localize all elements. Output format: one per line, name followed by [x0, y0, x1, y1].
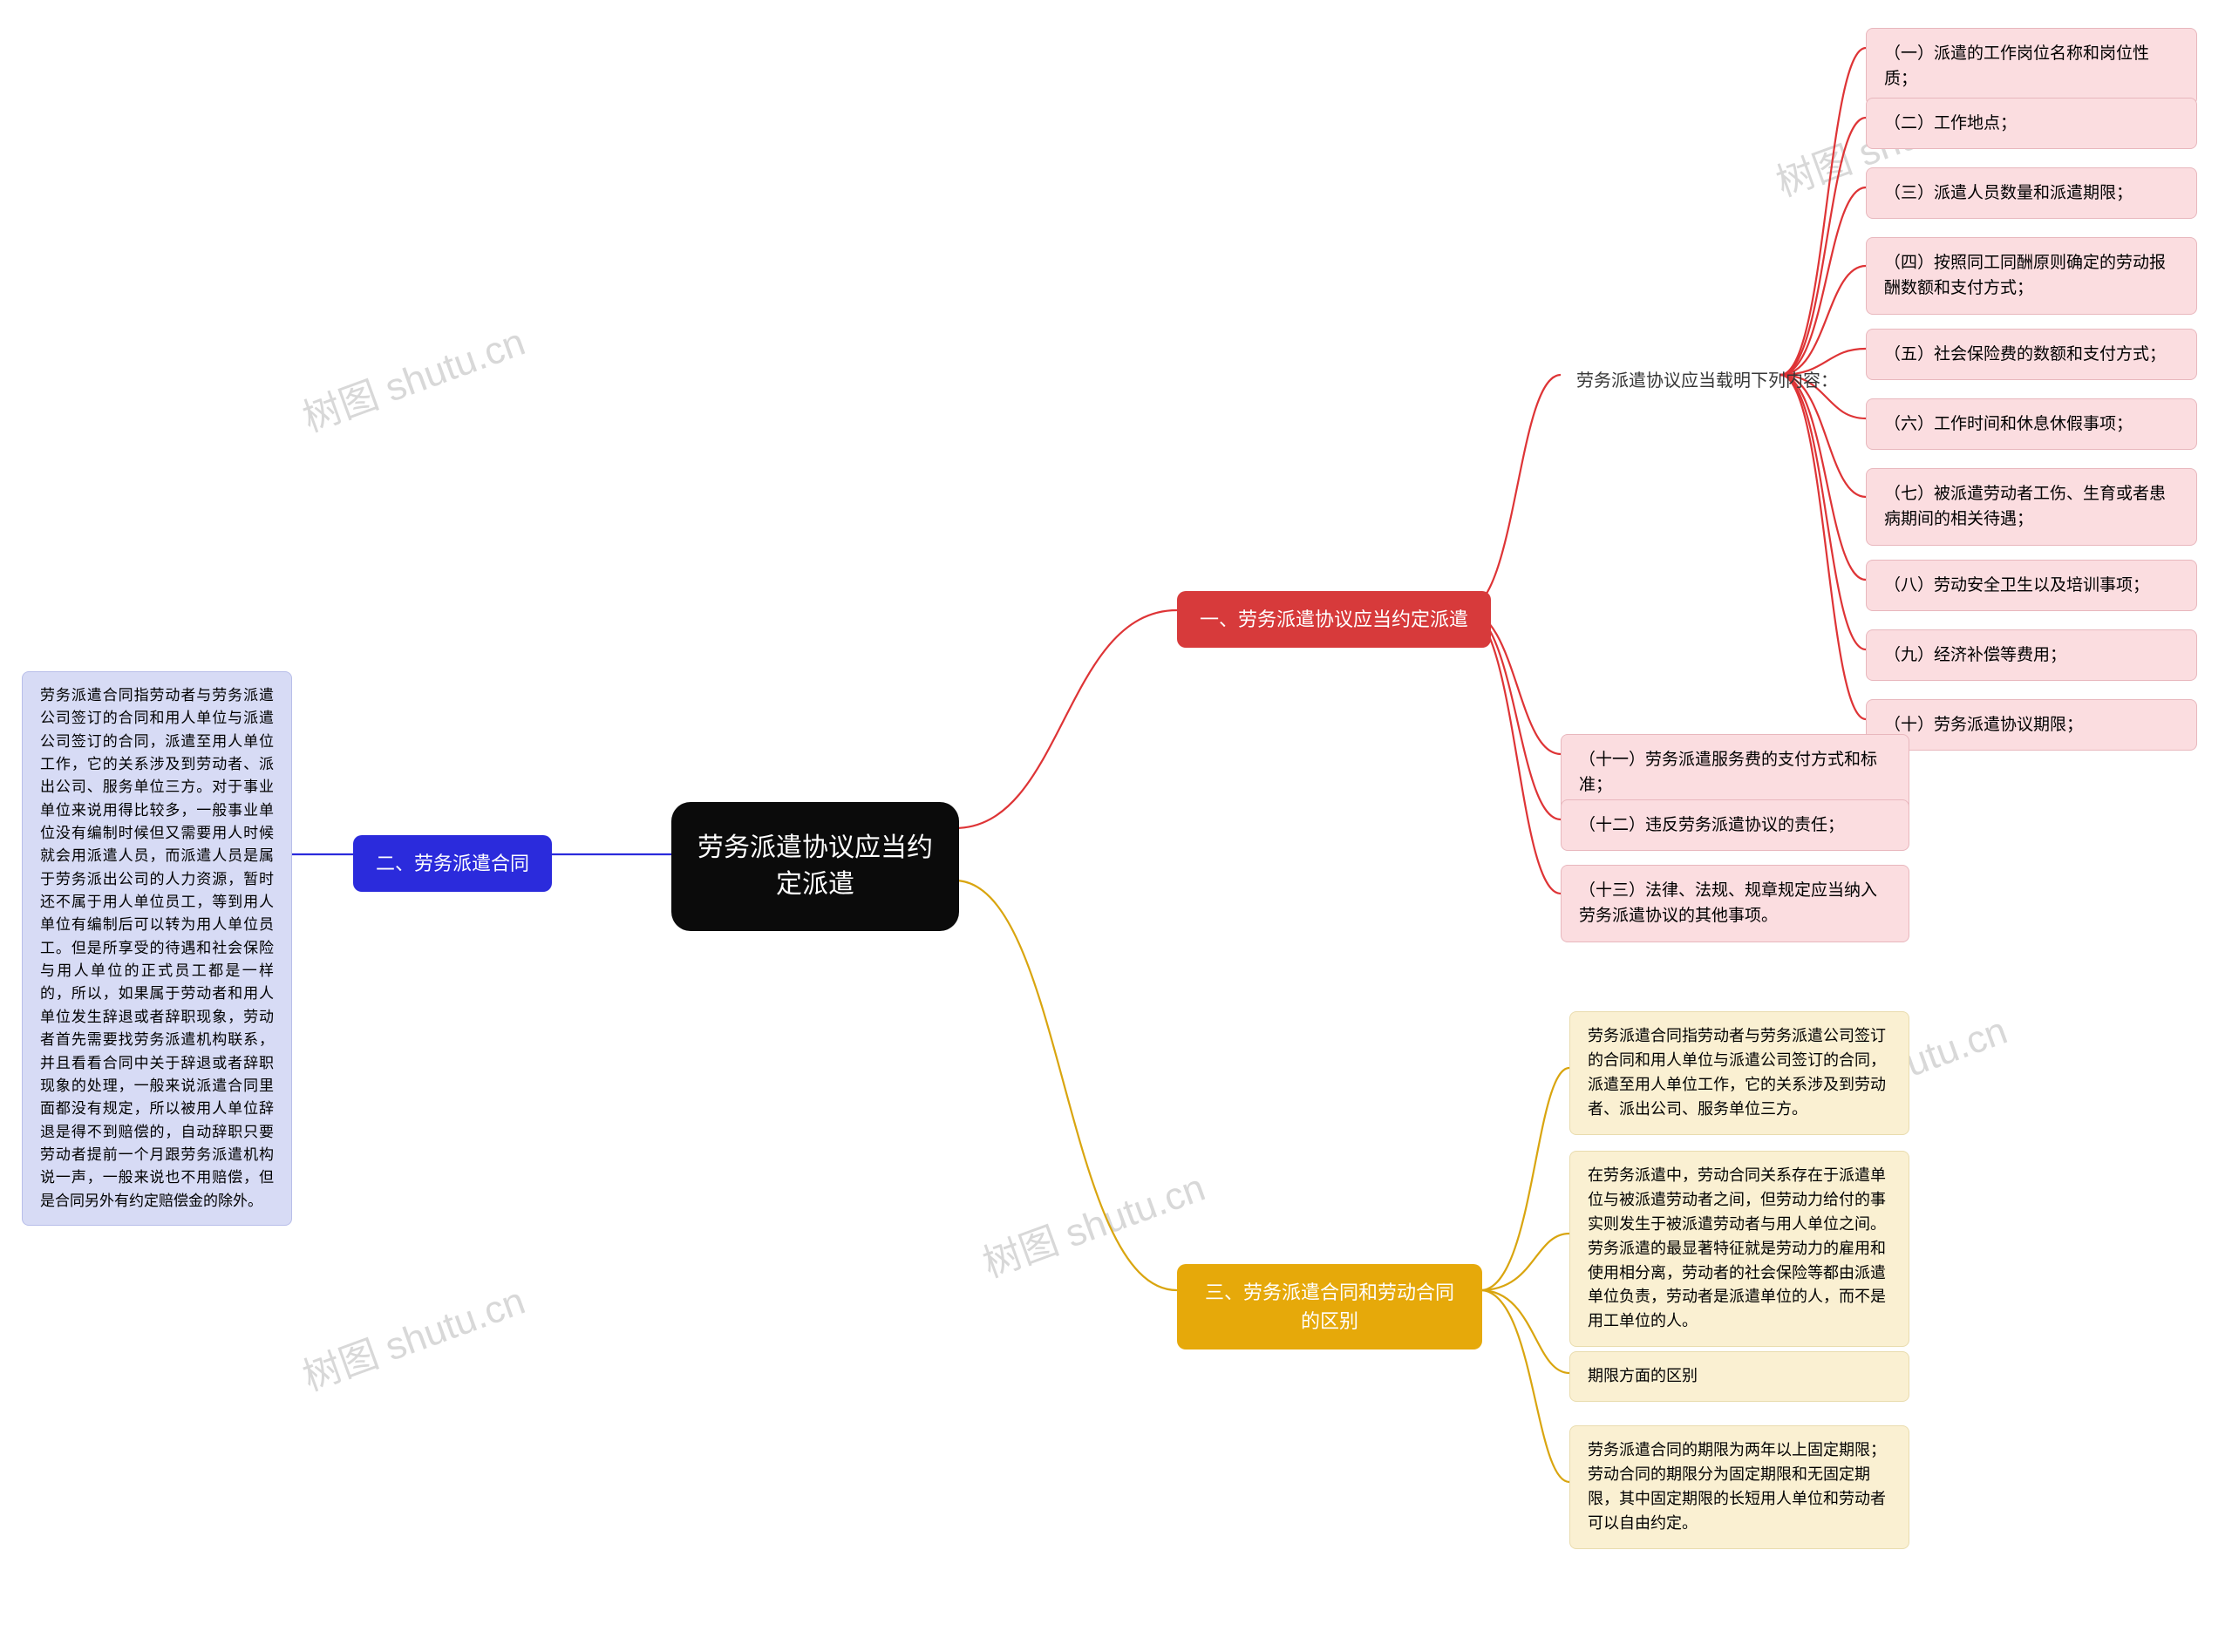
branch1-item-1[interactable]: （一）派遣的工作岗位名称和岗位性质； [1866, 28, 2197, 105]
branch3-item-3[interactable]: 期限方面的区别 [1569, 1351, 1909, 1402]
branch1-item-8[interactable]: （八）劳动安全卫生以及培训事项； [1866, 560, 2197, 611]
watermark: 树图 shutu.cn [974, 1156, 1211, 1288]
watermark: 树图 shutu.cn [294, 310, 531, 442]
branch2-node[interactable]: 二、劳务派遣合同 [353, 835, 552, 892]
branch1-extra-2[interactable]: （十二）违反劳务派遣协议的责任； [1561, 799, 1909, 851]
branch1-item-7[interactable]: （七）被派遣劳动者工伤、生育或者患病期间的相关待遇； [1866, 468, 2197, 546]
branch1-node[interactable]: 一、劳务派遣协议应当约定派遣 [1177, 591, 1491, 648]
branch1-sub-label[interactable]: 劳务派遣协议应当载明下列内容： [1561, 359, 1854, 403]
branch1-item-6[interactable]: （六）工作时间和休息休假事项； [1866, 398, 2197, 450]
watermark: 树图 shutu.cn [294, 1269, 531, 1401]
branch3-item-2[interactable]: 在劳务派遣中，劳动合同关系存在于派遣单位与被派遣劳动者之间，但劳动力给付的事实则… [1569, 1151, 1909, 1347]
branch1-item-5[interactable]: （五）社会保险费的数额和支付方式； [1866, 329, 2197, 380]
branch1-item-9[interactable]: （九）经济补偿等费用； [1866, 629, 2197, 681]
branch1-item-10[interactable]: （十）劳务派遣协议期限； [1866, 699, 2197, 751]
branch3-item-4[interactable]: 劳务派遣合同的期限为两年以上固定期限；劳动合同的期限分为固定期限和无固定期限，其… [1569, 1425, 1909, 1549]
branch3-item-1[interactable]: 劳务派遣合同指劳动者与劳务派遣公司签订的合同和用人单位与派遣公司签订的合同，派遣… [1569, 1011, 1909, 1135]
branch1-item-3[interactable]: （三）派遣人员数量和派遣期限； [1866, 167, 2197, 219]
branch1-item-2[interactable]: （二）工作地点； [1866, 98, 2197, 149]
branch1-item-4[interactable]: （四）按照同工同酬原则确定的劳动报酬数额和支付方式； [1866, 237, 2197, 315]
branch2-body[interactable]: 劳务派遣合同指劳动者与劳务派遣公司签订的合同和用人单位与派遣公司签订的合同，派遣… [22, 671, 292, 1226]
branch3-node[interactable]: 三、劳务派遣合同和劳动合同的区别 [1177, 1264, 1482, 1349]
branch1-extra-3[interactable]: （十三）法律、法规、规章规定应当纳入劳务派遣协议的其他事项。 [1561, 865, 1909, 942]
center-node[interactable]: 劳务派遣协议应当约定派遣 [671, 802, 959, 931]
